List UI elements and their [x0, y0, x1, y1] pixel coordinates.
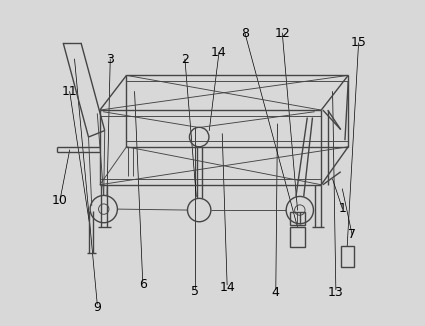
Text: 14: 14 [219, 281, 235, 294]
Text: 4: 4 [272, 286, 280, 299]
Text: 3: 3 [106, 52, 114, 66]
Bar [290, 227, 305, 247]
Bar [341, 246, 354, 267]
Text: 12: 12 [275, 27, 290, 40]
Text: 8: 8 [241, 27, 249, 40]
Text: 10: 10 [52, 194, 68, 207]
Text: 7: 7 [348, 228, 356, 241]
Text: 5: 5 [191, 285, 198, 298]
Text: 1: 1 [338, 202, 346, 215]
Text: 9: 9 [94, 301, 101, 314]
Bar [290, 212, 305, 225]
Text: 6: 6 [139, 278, 147, 291]
Text: 2: 2 [181, 52, 189, 66]
Text: 11: 11 [62, 85, 77, 98]
Text: 14: 14 [211, 46, 227, 59]
Text: 13: 13 [328, 286, 344, 299]
Text: 15: 15 [351, 37, 366, 50]
